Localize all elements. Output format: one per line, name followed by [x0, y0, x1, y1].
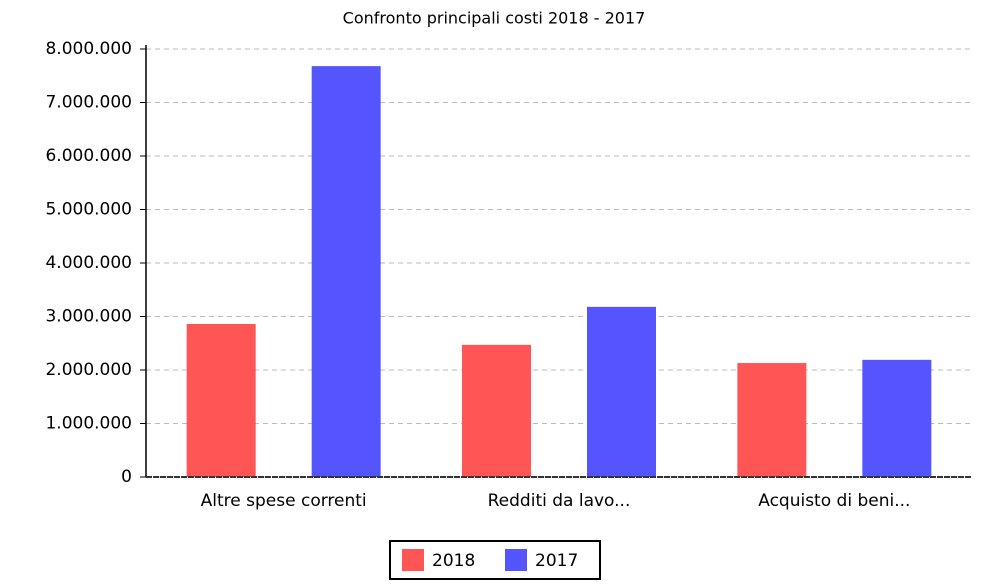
x-tick-label: Altre spese correnti [201, 491, 367, 511]
legend-swatch [505, 549, 527, 571]
y-tick-label: 0 [121, 467, 132, 487]
bar [311, 66, 381, 478]
legend-box [389, 540, 601, 580]
x-tick-label: Redditi da lavo... [488, 491, 631, 511]
y-tick-label: 8.000.000 [45, 39, 132, 59]
bar [186, 323, 256, 477]
bar [862, 359, 932, 477]
bar [462, 344, 531, 477]
legend-swatch [402, 549, 424, 571]
y-tick-label: 6.000.000 [45, 146, 132, 166]
y-tick-label: 2.000.000 [45, 360, 132, 380]
y-tick-label: 1.000.000 [45, 414, 132, 434]
legend-label: 2017 [535, 551, 578, 571]
y-tick-label: 4.000.000 [45, 253, 132, 273]
bar [737, 363, 807, 477]
y-tick-label: 3.000.000 [45, 307, 132, 327]
y-tick-label: 5.000.000 [45, 200, 132, 220]
y-tick-label: 7.000.000 [45, 93, 132, 113]
legend-label: 2018 [432, 551, 475, 571]
x-tick-label: Acquisto di beni... [758, 491, 910, 511]
bar [587, 306, 656, 477]
chart-title: Confronto principali costi 2018 - 2017 [343, 9, 646, 28]
